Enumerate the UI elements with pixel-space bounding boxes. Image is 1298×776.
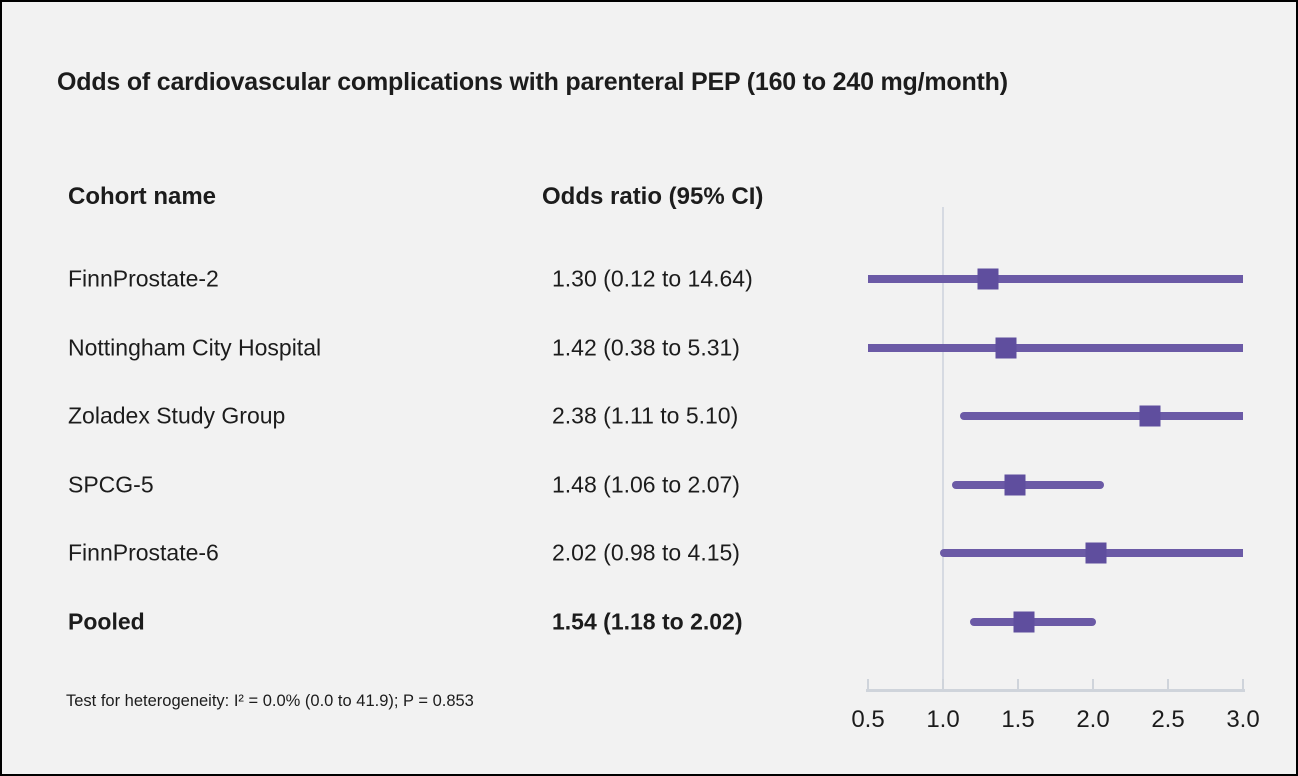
confidence-interval-line bbox=[868, 343, 1243, 352]
chart-title: Odds of cardiovascular complications wit… bbox=[57, 68, 1008, 96]
x-axis-tick bbox=[866, 679, 870, 691]
reference-line bbox=[942, 207, 944, 691]
x-axis-tick-label: 2.0 bbox=[1076, 706, 1110, 733]
x-axis-tick-label: 2.5 bbox=[1151, 706, 1185, 733]
estimate-marker bbox=[995, 337, 1017, 359]
x-axis-tick bbox=[941, 679, 945, 691]
odds-ratio-value: 1.42 (0.38 to 5.31) bbox=[552, 334, 740, 361]
x-axis-tick-label: 1.0 bbox=[926, 706, 960, 733]
x-axis-tick-label: 1.5 bbox=[1001, 706, 1035, 733]
column-header-cohort-name: Cohort name bbox=[68, 183, 217, 210]
estimate-marker bbox=[1013, 611, 1035, 633]
estimate-marker bbox=[1004, 474, 1026, 496]
odds-ratio-value: 2.38 (1.11 to 5.10) bbox=[552, 402, 739, 429]
x-axis-tick-label: 3.0 bbox=[1226, 706, 1260, 733]
odds-ratio-value: 1.54 (1.18 to 2.02) bbox=[552, 608, 743, 635]
confidence-interval-line bbox=[868, 275, 1243, 283]
x-axis-tick bbox=[1016, 679, 1020, 691]
cohort-label: Pooled bbox=[68, 608, 145, 635]
column-header-odds-ratio: Odds ratio (95% CI) bbox=[542, 183, 764, 210]
estimate-marker bbox=[1139, 405, 1161, 427]
cohort-label: FinnProstate-2 bbox=[68, 265, 219, 292]
confidence-interval-line bbox=[959, 412, 1243, 421]
estimate-marker bbox=[977, 268, 999, 290]
odds-ratio-value: 2.02 (0.98 to 4.15) bbox=[552, 539, 740, 566]
x-axis-tick bbox=[1241, 679, 1245, 691]
cohort-label: Zoladex Study Group bbox=[68, 402, 286, 429]
odds-ratio-value: 1.48 (1.06 to 2.07) bbox=[552, 471, 740, 498]
x-axis-tick bbox=[1166, 679, 1170, 691]
cohort-label: FinnProstate-6 bbox=[68, 539, 219, 566]
x-axis-tick-label: 0.5 bbox=[851, 706, 885, 733]
estimate-marker bbox=[1085, 542, 1107, 564]
confidence-interval-line bbox=[952, 480, 1104, 489]
cohort-label: Nottingham City Hospital bbox=[68, 334, 322, 361]
x-axis-line bbox=[866, 689, 1245, 692]
x-axis-tick bbox=[1091, 679, 1095, 691]
heterogeneity-footnote: Test for heterogeneity: I² = 0.0% (0.0 t… bbox=[66, 692, 474, 710]
cohort-label: SPCG-5 bbox=[68, 471, 154, 498]
odds-ratio-value: 1.30 (0.12 to 14.64) bbox=[552, 265, 753, 292]
